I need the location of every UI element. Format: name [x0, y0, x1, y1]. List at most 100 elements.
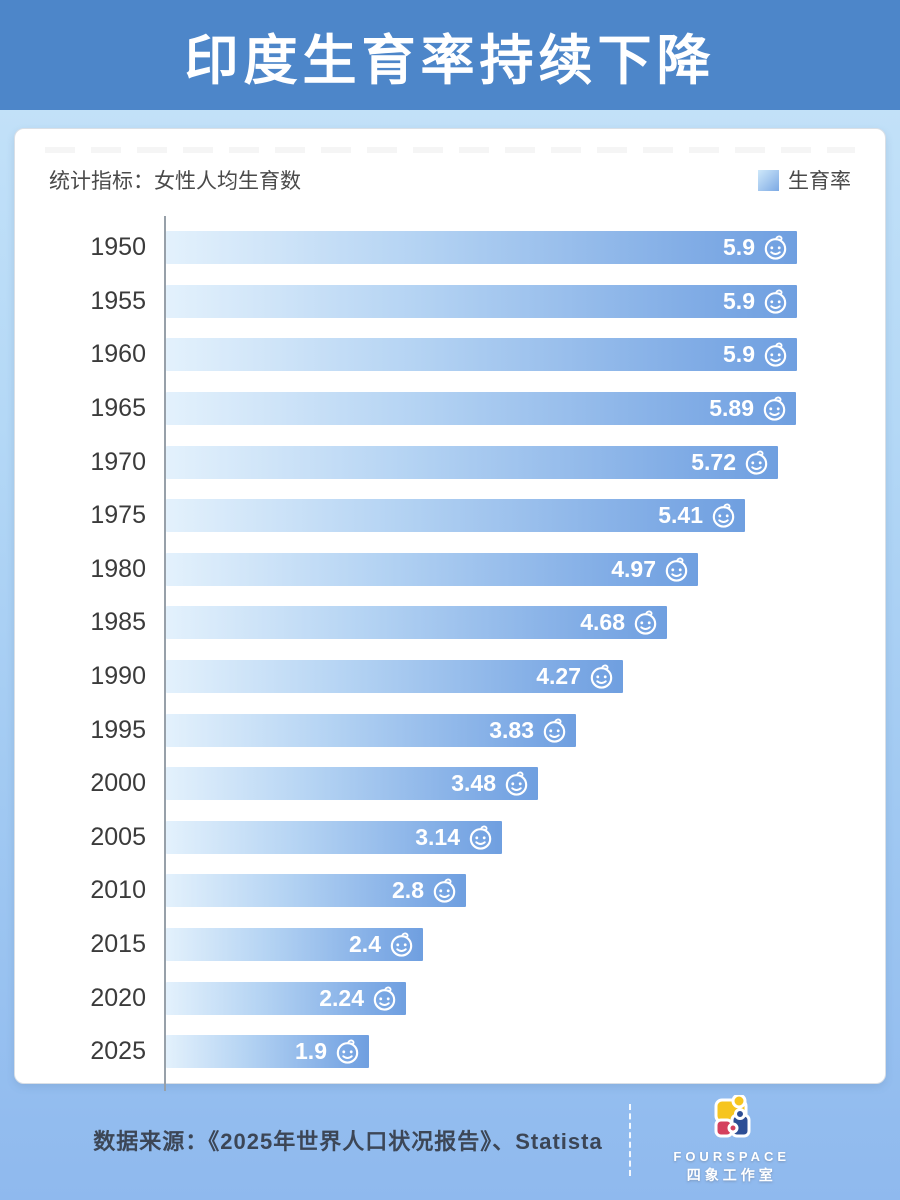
- bar-value-label: 5.9: [723, 341, 755, 368]
- chart-rows: 1950 5.9 1955 5.9: [49, 221, 851, 1079]
- footer: 数据来源：《2025年世界人口状况报告》、Statista FOURSPACE …: [0, 1084, 900, 1196]
- legend-label: 生育率: [788, 170, 851, 193]
- chart-row: 1980 4.97: [49, 543, 851, 597]
- year-label: 1960: [90, 340, 146, 369]
- bar-track: 3.14: [166, 820, 851, 854]
- baby-face-icon: [334, 1038, 361, 1065]
- bar-track: 2.4: [166, 928, 851, 962]
- year-label: 1965: [90, 394, 146, 423]
- bar-value-label: 2.24: [319, 984, 364, 1011]
- bar-value-label: 5.41: [658, 502, 703, 529]
- year-label: 2000: [90, 769, 146, 798]
- page-title: 印度生育率持续下降: [184, 30, 716, 91]
- bar-value-label: 4.68: [580, 609, 625, 636]
- chart-row: 1950 5.9: [49, 221, 851, 275]
- bar-value-label: 5.89: [709, 395, 754, 422]
- year-label: 1980: [90, 554, 146, 583]
- bar: 5.89: [166, 392, 796, 426]
- baby-face-icon: [503, 770, 530, 797]
- bar: 5.72: [166, 445, 778, 479]
- bar: 4.27: [166, 660, 623, 694]
- bar: 5.9: [166, 338, 797, 372]
- indicator-label: 统计指标：女性人均生育数: [49, 170, 301, 193]
- brand-name-en: FOURSPACE: [673, 1149, 791, 1164]
- chart-row: 2005 3.14: [49, 811, 851, 865]
- baby-face-icon: [761, 395, 788, 422]
- bar: 5.9: [166, 231, 797, 265]
- bar-value-label: 3.48: [451, 770, 496, 797]
- bar-value-label: 5.9: [723, 234, 755, 261]
- bar-value-label: 3.83: [489, 716, 534, 743]
- chart-row: 1955 5.9: [49, 275, 851, 329]
- legend-swatch: [758, 169, 779, 191]
- bar: 3.83: [166, 713, 576, 747]
- brand-name-zh: 四象工作室: [686, 1167, 777, 1183]
- legend: 生育率: [758, 165, 851, 195]
- bar-track: 5.72: [166, 445, 851, 479]
- decorative-dashed-line: [45, 147, 855, 153]
- bar-value-label: 4.97: [611, 555, 656, 582]
- bar-value-label: 2.4: [349, 931, 381, 958]
- year-label: 1985: [90, 608, 146, 637]
- card-header: 统计指标：女性人均生育数 生育率: [49, 165, 851, 195]
- bar-value-label: 4.27: [536, 663, 581, 690]
- bar-track: 4.27: [166, 660, 851, 694]
- baby-face-icon: [743, 449, 770, 476]
- baby-face-icon: [663, 556, 690, 583]
- bar-track: 3.83: [166, 713, 851, 747]
- year-label: 1975: [90, 501, 146, 530]
- year-label: 1970: [90, 447, 146, 476]
- bar-track: 5.9: [166, 231, 851, 265]
- bar-track: 5.41: [166, 499, 851, 533]
- brand-logo: FOURSPACE 四象工作室: [657, 1093, 807, 1185]
- bar-value-label: 5.9: [723, 287, 755, 314]
- bar: 3.48: [166, 767, 538, 801]
- baby-face-icon: [762, 288, 789, 315]
- dashed-divider: [628, 1104, 631, 1176]
- baby-face-icon: [710, 502, 737, 529]
- year-label: 2010: [90, 876, 146, 905]
- chart-row: 1990 4.27: [49, 650, 851, 704]
- bar: 5.9: [166, 284, 797, 318]
- chart-row: 1995 3.83: [49, 703, 851, 757]
- baby-face-icon: [588, 663, 615, 690]
- baby-face-icon: [388, 931, 415, 958]
- bar-track: 2.8: [166, 874, 851, 908]
- chart-row: 1970 5.72: [49, 435, 851, 489]
- data-source-text: 数据来源：《2025年世界人口状况报告》、Statista: [93, 1129, 603, 1154]
- header-banner: 印度生育率持续下降: [0, 0, 900, 110]
- baby-face-icon: [762, 341, 789, 368]
- bar-value-label: 5.72: [691, 448, 736, 475]
- baby-face-icon: [762, 234, 789, 261]
- bar-chart: 1950 5.9 1955 5.9: [49, 216, 851, 1091]
- bar: 2.4: [166, 928, 423, 962]
- bar-track: 5.9: [166, 338, 851, 372]
- bar-track: 4.68: [166, 606, 851, 640]
- chart-row: 2025 1.9: [49, 1025, 851, 1079]
- bar-track: 1.9: [166, 1035, 851, 1069]
- bar-value-label: 1.9: [295, 1038, 327, 1065]
- bar-value-label: 2.8: [392, 877, 424, 904]
- bar: 4.68: [166, 606, 667, 640]
- y-axis-line: [164, 216, 166, 1091]
- year-label: 2005: [90, 822, 146, 851]
- year-label: 2015: [90, 930, 146, 959]
- chart-row: 1965 5.89: [49, 382, 851, 436]
- baby-face-icon: [632, 609, 659, 636]
- chart-row: 2010 2.8: [49, 864, 851, 918]
- chart-row: 2015 2.4: [49, 918, 851, 972]
- bar: 2.8: [166, 874, 466, 908]
- bar-track: 5.9: [166, 284, 851, 318]
- year-label: 1990: [90, 662, 146, 691]
- bar-track: 2.24: [166, 981, 851, 1015]
- baby-face-icon: [371, 985, 398, 1012]
- year-label: 1995: [90, 715, 146, 744]
- year-label: 1950: [90, 233, 146, 262]
- baby-face-icon: [467, 824, 494, 851]
- year-label: 1955: [90, 286, 146, 315]
- bar: 1.9: [166, 1035, 369, 1069]
- bar-value-label: 3.14: [415, 823, 460, 850]
- bar: 3.14: [166, 820, 502, 854]
- bar-track: 5.89: [166, 392, 851, 426]
- bar: 2.24: [166, 981, 406, 1015]
